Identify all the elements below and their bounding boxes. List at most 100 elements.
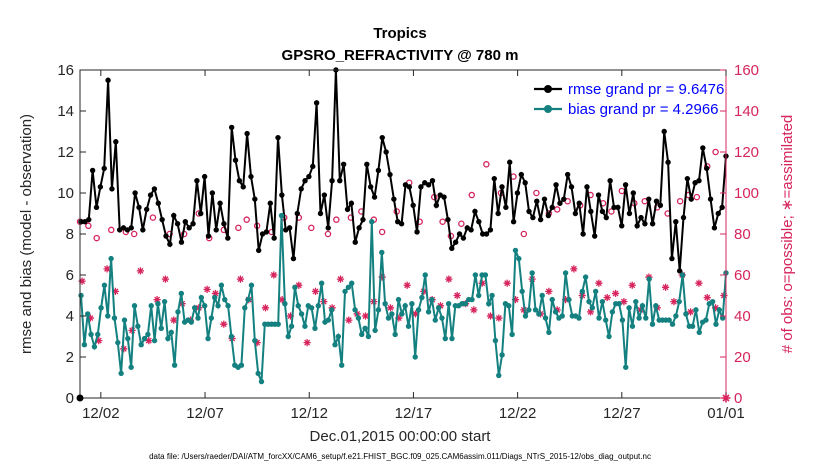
legend-bias-label: bias grand pr = 4.2966 [568,101,719,118]
obs-assimilated-point [136,267,145,275]
obs-assimilated-point [561,296,570,304]
obs-assimilated-point [95,337,103,345]
bias-point [342,288,348,295]
rmse-point [294,210,301,217]
obs-possible-point [108,226,115,234]
rmse-point [182,219,189,225]
rmse-point [248,173,254,180]
rmse-point [561,196,567,202]
rmse-point [591,233,598,239]
rmse-point [595,192,602,198]
obs-possible-point [712,148,719,156]
bias-point [208,315,215,321]
bias-point [375,307,382,313]
rmse-point [140,227,146,233]
bias-point [419,294,425,301]
rmse-point [217,200,223,206]
y2-tick-label: 60 [734,267,751,284]
rmse-point [649,221,656,227]
obs-possible-point [693,193,701,201]
obs-assimilated-point [445,275,453,283]
y-axis-label: rmse and bias (model - observation) [18,114,35,354]
bias-point [606,333,612,340]
bias-point [395,296,402,303]
obs-assimilated-point [303,339,311,347]
rmse-point [534,198,540,204]
rmse-point [479,231,486,237]
rmse-point [495,210,501,217]
rmse-point [93,204,100,211]
rmse-point [398,221,405,227]
y-tick-label: 2 [66,349,74,366]
obs-assimilated-point [336,275,345,283]
bias-point [539,292,545,299]
bias-point [596,315,602,321]
y2-tick-label: 120 [734,144,759,161]
bias-point [512,247,519,254]
obs-possible-point [378,228,386,236]
rmse-point [503,204,509,211]
y2-tick-label: 80 [734,226,751,243]
obs-assimilated-point [203,285,211,293]
bias-point [666,317,672,323]
bias-point [476,292,482,299]
rmse-point [661,128,667,135]
rmse-point [680,214,687,221]
rmse-point [383,149,389,155]
rmse-point [707,196,714,202]
obs-assimilated-point [661,283,670,291]
bias-point [201,303,208,309]
y-tick-label: 8 [66,226,74,243]
bias-point [626,305,632,311]
rmse-point [356,225,362,231]
rmse-point [460,235,467,241]
obs-assimilated-point [453,291,461,300]
bias-point [285,333,291,340]
obs-assimilated-point [603,293,611,302]
bias-point [108,255,114,262]
obs-assimilated-point [128,326,136,334]
bias-point [121,317,128,323]
rmse-point [476,219,482,225]
rmse-point [611,204,617,211]
obs-assimilated-point [686,308,695,316]
obs-assimilated-point [145,337,153,345]
bias-point [78,292,84,299]
rmse-point [425,182,432,188]
rmse-point [271,235,277,241]
bias-point [412,354,418,360]
rmse-point [89,167,96,174]
rmse-point [487,227,494,233]
bias-point [151,337,158,344]
obs-possible-point [235,224,242,232]
rmse-point [194,178,200,184]
bias-point [536,311,542,317]
rmse-point [163,233,169,239]
left-zero-marker [76,394,84,402]
bias-point [629,323,636,329]
rmse-point [684,175,691,182]
obs-assimilated-point [478,279,486,287]
bias-point [379,249,385,256]
rmse-point [128,225,134,231]
rmse-point [86,216,92,223]
x-tick-label: 01/01 [707,405,745,422]
rmse-point [688,196,694,202]
bias-point [352,307,358,313]
obs-possible-point [676,197,684,205]
bias-point [415,307,422,313]
obs-possible-point [533,189,540,197]
obs-assimilated-point [278,296,286,304]
bias-point [589,305,596,311]
rmse-point [105,77,111,83]
bias-point [141,335,148,342]
rmse-point [367,184,374,190]
rmse-point [360,216,366,223]
bias-point [131,303,138,309]
rmse-point [673,219,679,225]
bias-point [643,315,649,321]
bias-point [633,298,639,305]
y-tick-label: 10 [57,185,74,202]
bias-point [562,270,569,276]
bias-point [602,317,609,323]
